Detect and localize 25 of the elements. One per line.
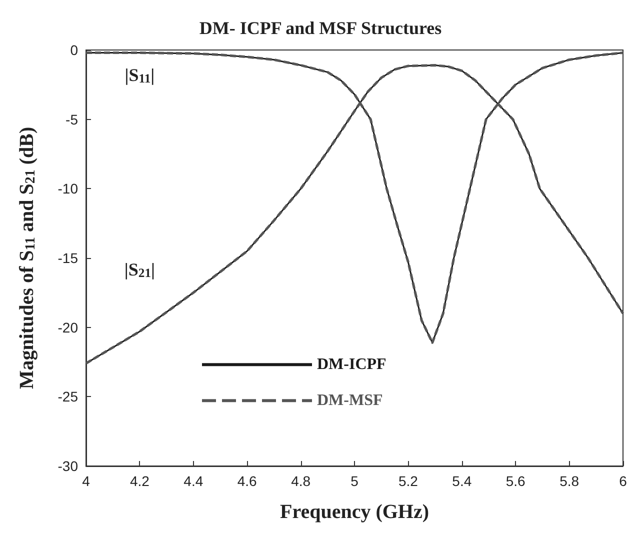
y-tick-label: -15: [58, 250, 78, 266]
y-tick-label: 0: [70, 42, 78, 58]
y-axis-title: Magnitudes of S11 and S21 (dB): [16, 126, 38, 390]
y-tick-label: -25: [58, 388, 78, 405]
x-tick-label: 5.4: [452, 473, 472, 489]
x-tick-label: 5.2: [398, 473, 418, 489]
annotation: |S11|: [124, 64, 155, 86]
annotation: |S21|: [124, 259, 155, 280]
y-tick-label: -20: [58, 319, 78, 336]
y-tick-label: -5: [66, 111, 78, 128]
y-tick-label: -30: [58, 458, 78, 474]
x-tick-label: 5.8: [560, 473, 580, 489]
x-tick-label: 4.6: [237, 473, 258, 489]
text: DM-MSF: [317, 392, 383, 410]
x-tick-label: 5.6: [506, 473, 526, 489]
x-tick-label: 4: [82, 473, 90, 489]
x-tick-label: 4.8: [291, 473, 311, 489]
chart-title: DM- ICPF and MSF Structures: [199, 18, 442, 38]
text: DM-ICPF: [317, 356, 387, 374]
x-tick-label: 5: [350, 473, 359, 489]
x-tick-label: 6: [619, 473, 628, 489]
y-tick-label: -10: [58, 180, 78, 197]
x-tick-label: 4.4: [184, 473, 204, 489]
x-axis-title: Frequency (GHz): [280, 501, 430, 523]
x-tick-label: 4.2: [130, 473, 150, 489]
